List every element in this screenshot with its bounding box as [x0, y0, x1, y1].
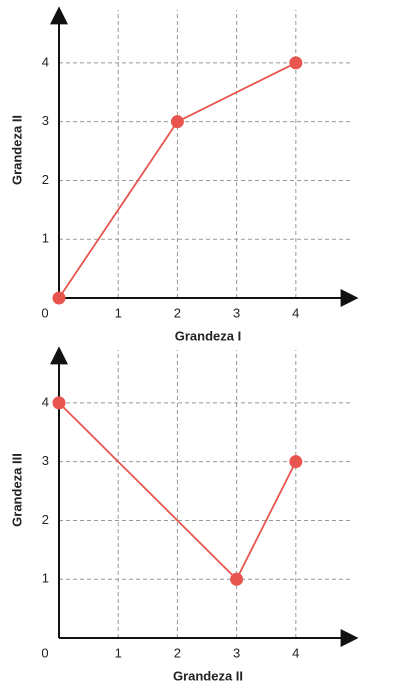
x-tick-label: 2	[174, 645, 181, 660]
x-tick-label: 3	[233, 305, 240, 320]
y-tick-label: 1	[42, 231, 49, 246]
x-tick-label: 4	[292, 305, 299, 320]
point	[52, 396, 66, 410]
x-tick-label: 2	[174, 305, 181, 320]
point	[289, 455, 303, 469]
y-tick-label: 2	[42, 512, 49, 527]
point	[52, 291, 66, 305]
y-tick-label: 1	[42, 571, 49, 586]
point	[289, 56, 303, 70]
y-axis-label: Grandeza II	[9, 115, 24, 185]
x-tick-label: 0	[41, 305, 48, 320]
y-axis-label: Grandeza III	[9, 453, 24, 527]
y-tick-label: 4	[42, 54, 49, 69]
y-tick-label: 4	[42, 394, 49, 409]
point	[170, 115, 184, 129]
y-tick-label: 2	[42, 172, 49, 187]
x-tick-label: 1	[115, 305, 122, 320]
x-tick-label: 1	[115, 645, 122, 660]
x-axis-label: Grandeza I	[175, 328, 241, 343]
x-axis-label: Grandeza II	[173, 668, 243, 683]
x-tick-label: 0	[41, 645, 48, 660]
point	[230, 572, 244, 586]
x-tick-label: 3	[233, 645, 240, 660]
x-tick-label: 4	[292, 645, 299, 660]
y-tick-label: 3	[42, 453, 49, 468]
y-tick-label: 3	[42, 113, 49, 128]
